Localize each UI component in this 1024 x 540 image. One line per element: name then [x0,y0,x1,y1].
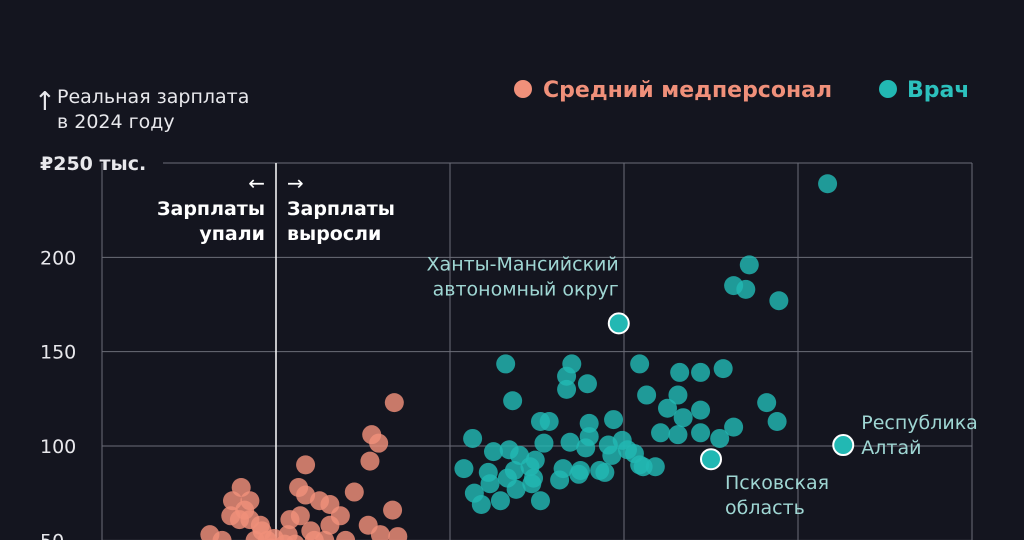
y-axis-title-line1: Реальная зарплата [57,86,249,108]
doctor-point [691,400,711,420]
doctor-point [710,428,730,448]
direction-annotations: ← Зарплаты упали → Зарплаты выросли [157,171,395,245]
doctor-point [767,411,787,431]
highlighted-point [607,312,630,335]
doctor-point [579,413,599,433]
doctor-point [530,491,550,511]
doctor-point [633,457,653,477]
nurse-point [388,527,408,540]
y-tick-label: 100 [40,436,76,458]
doctor-point [637,385,657,405]
data-points [200,174,838,540]
nurse-point [369,433,389,453]
doctor-point [577,374,597,394]
right-label-line2: выросли [287,223,381,245]
nurse-point [383,500,403,520]
doctor-point [691,423,711,443]
doctor-point [557,366,577,386]
doctor-point [602,445,622,465]
highlight-label-line1: Республика [861,412,978,434]
doctor-point [595,462,615,482]
legend-marker-doctor [879,80,897,98]
nurse-point [384,393,404,413]
y-axis-title: ↑ Реальная зарплата в 2024 году [34,86,249,133]
doctor-point [691,362,711,382]
highlight-label-line2: автономный округ [433,278,619,300]
nurse-point [336,530,356,540]
y-tick-label: ₽250 тыс. [40,153,146,175]
nurse-point [290,506,310,526]
nurse-point [223,491,242,511]
doctor-point [569,464,589,484]
highlight-label-line1: Ханты-Мансийский [427,253,619,275]
highlight-label-line2: Алтай [861,437,921,459]
legend-label-nurse: Средний медперсонал [543,78,832,103]
highlighted-point [832,434,855,457]
left-arrow: ← [248,171,265,195]
doctor-point [736,279,756,299]
doctor-point [576,438,596,458]
doctor-point [506,479,526,499]
y-tick-label: 50 [40,530,64,540]
y-axis-arrow: ↑ [34,87,56,117]
right-label-line1: Зарплаты [287,198,395,220]
highlighted-points: Ханты-Мансийский автономный округ Псковска… [427,253,978,519]
nurse-point [304,530,324,540]
doctor-point [651,423,671,443]
doctor-point [499,440,519,460]
doctor-point [503,391,523,411]
doctor-point [670,362,690,382]
doctor-point [539,411,559,431]
y-tick-label: 200 [40,247,76,269]
doctor-point [557,379,577,399]
doctor-point [658,398,677,418]
left-label-line2: упали [199,223,265,245]
doctor-point [604,410,624,430]
nurse-point [212,530,232,540]
nurse-point [344,482,364,502]
highlight-label-line2: область [725,497,805,519]
doctor-point [668,385,688,405]
left-label-line1: Зарплаты [157,198,265,220]
y-tick-label: 150 [40,342,76,364]
doctor-point [769,291,789,311]
legend-label-doctor: Врач [907,78,969,103]
nurse-point [240,510,260,530]
nurse-point [370,525,390,540]
doctor-point [504,461,524,481]
doctor-point [534,433,554,453]
doctor-point [724,417,744,437]
doctor-point [630,354,650,374]
doctor-point [522,474,542,494]
doctor-point [490,491,510,511]
doctor-point [496,354,516,374]
nurse-point [360,451,380,471]
doctor-point [673,408,693,428]
right-arrow: → [287,171,304,195]
doctor-point [550,470,570,490]
y-axis-title-line2: в 2024 году [57,111,175,133]
legend-marker-nurse [514,80,532,98]
nurse-point [286,534,304,540]
nurse-point [221,506,241,526]
highlighted-point [700,448,722,471]
highlight-label-line1: Псковская [725,472,829,494]
doctor-point [471,494,491,514]
doctor-point [818,174,838,194]
doctor-point [454,459,474,479]
legend: Средний медперсонал Врач [514,78,969,103]
doctor-point [560,432,580,452]
doctor-point [757,393,777,413]
doctor-point [463,428,483,448]
doctor-point [739,255,759,275]
doctor-point [480,474,500,494]
doctor-point [484,442,503,462]
doctor-point [520,457,540,477]
doctor-point [668,425,688,445]
doctor-point [713,359,733,379]
nurse-point [296,455,316,475]
nurse-point [320,515,340,535]
